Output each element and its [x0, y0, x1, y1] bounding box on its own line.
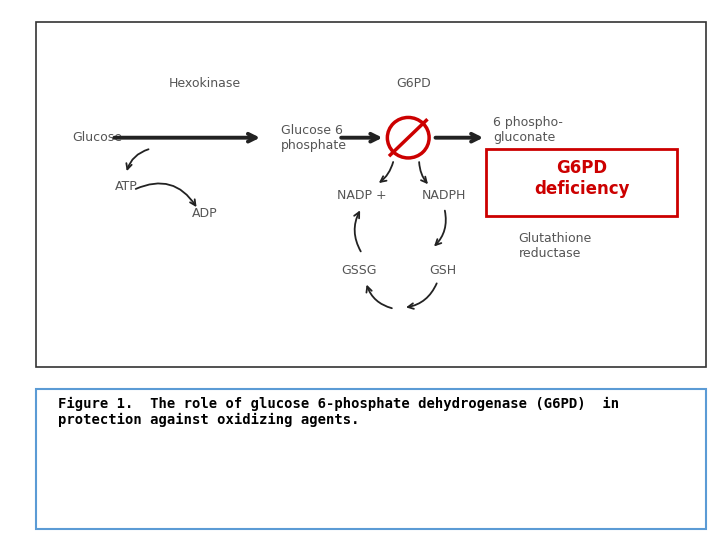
Text: G6PD
deficiency: G6PD deficiency — [534, 159, 629, 198]
Text: Glucose 6
phosphate: Glucose 6 phosphate — [281, 124, 347, 152]
Text: NADPH: NADPH — [422, 189, 467, 202]
FancyArrowPatch shape — [126, 149, 148, 169]
Text: Glutathione
reductase: Glutathione reductase — [518, 232, 592, 260]
Bar — [36, 22, 706, 367]
Text: Glucose: Glucose — [72, 131, 122, 144]
FancyArrowPatch shape — [114, 134, 256, 141]
FancyArrowPatch shape — [366, 286, 392, 308]
Text: Figure 1.  The role of glucose 6-phosphate dehydrogenase (G6PD)  in
protection a: Figure 1. The role of glucose 6-phosphat… — [58, 397, 618, 428]
Text: GSH: GSH — [429, 264, 456, 276]
Text: 6 phospho-
gluconate: 6 phospho- gluconate — [493, 116, 563, 144]
Text: G6PD: G6PD — [397, 77, 431, 90]
FancyArrowPatch shape — [436, 211, 446, 245]
Text: ADP: ADP — [192, 207, 218, 220]
Text: Hexokinase: Hexokinase — [169, 77, 241, 90]
Text: ATP: ATP — [114, 180, 138, 193]
Text: GSSG: GSSG — [341, 264, 377, 276]
FancyArrowPatch shape — [354, 212, 361, 252]
FancyArrowPatch shape — [341, 134, 378, 141]
Bar — [486, 148, 677, 216]
Text: NADP +: NADP + — [337, 189, 386, 202]
FancyArrowPatch shape — [419, 162, 427, 183]
FancyArrowPatch shape — [408, 284, 437, 309]
FancyArrowPatch shape — [136, 184, 195, 206]
Bar — [36, 389, 706, 529]
FancyArrowPatch shape — [436, 134, 479, 141]
FancyArrowPatch shape — [380, 162, 393, 182]
